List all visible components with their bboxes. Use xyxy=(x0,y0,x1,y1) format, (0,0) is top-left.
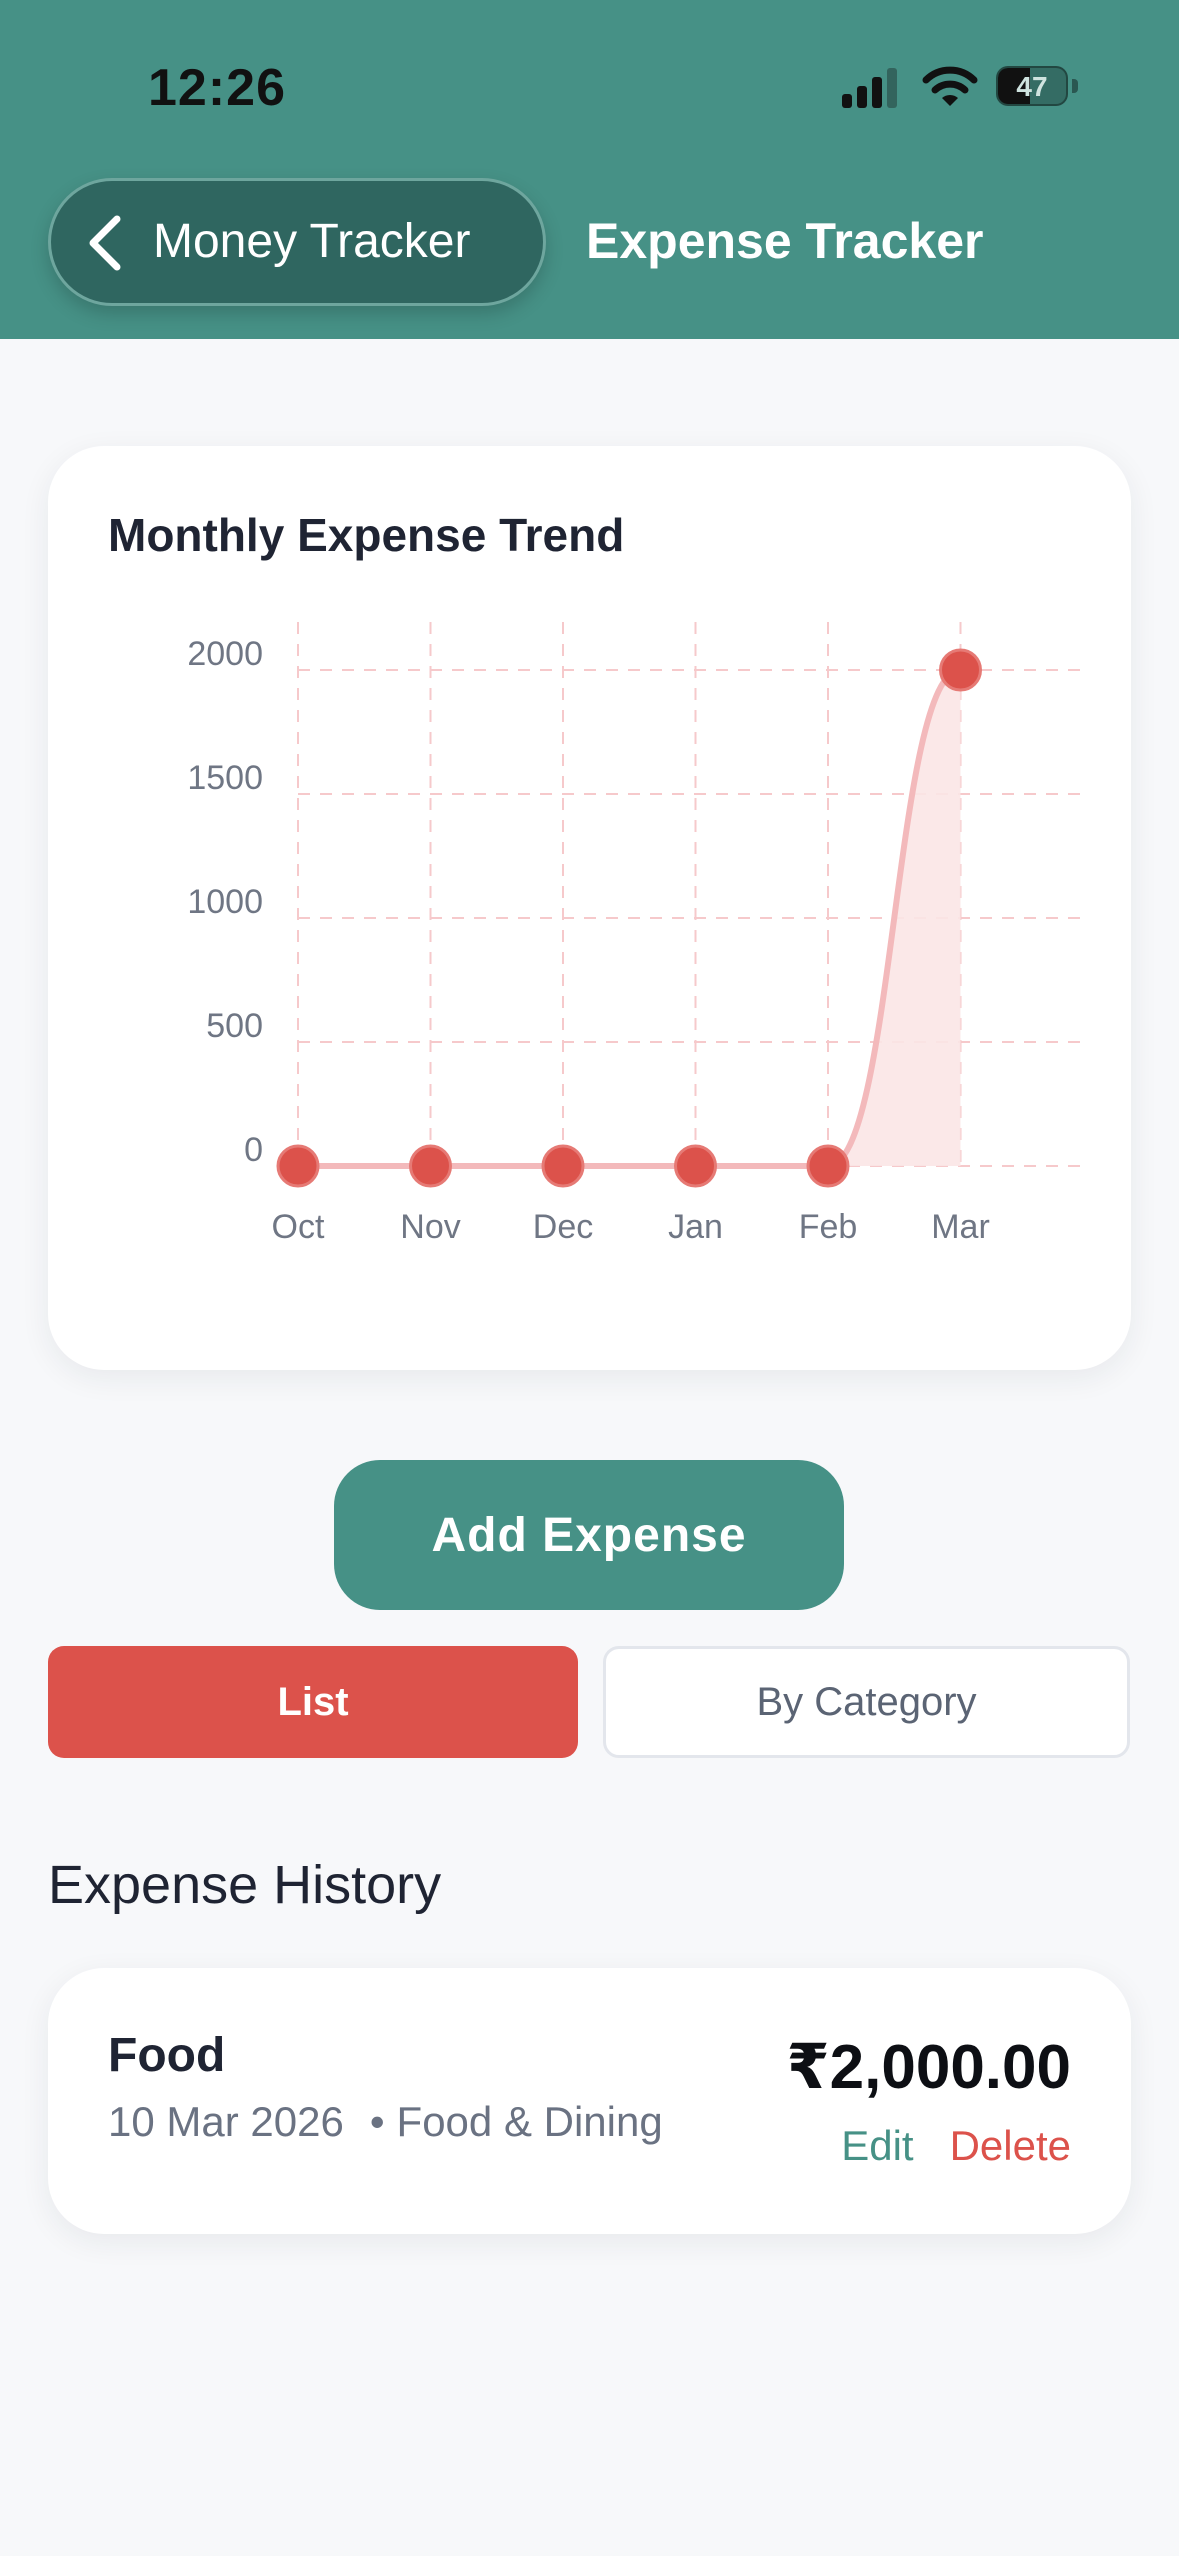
data-point-feb xyxy=(806,1144,850,1188)
expense-category: Food & Dining xyxy=(396,2098,663,2145)
expense-meta: 10 Mar 2026 • Food & Dining xyxy=(108,2098,663,2146)
status-icons: 47 xyxy=(840,64,1080,110)
data-point-dec xyxy=(541,1144,585,1188)
chart-title: Monthly Expense Trend xyxy=(108,509,625,561)
back-button[interactable]: Money Tracker xyxy=(48,178,546,306)
list-view-button[interactable]: List xyxy=(48,1646,578,1758)
meta-separator: • xyxy=(369,2098,385,2145)
expense-history-title: Expense History xyxy=(48,1855,442,1915)
page-title: Expense Tracker xyxy=(586,213,984,269)
expense-trend-chart: 0 500 1000 1500 2000 Oct Nov Dec Jan Feb Mar xyxy=(187,622,1083,1246)
battery-level: 47 xyxy=(1016,71,1048,102)
battery-icon: 47 xyxy=(996,66,1068,106)
delete-expense-link[interactable]: Delete xyxy=(949,2122,1071,2169)
expense-name: Food xyxy=(108,2029,226,2082)
x-tick-label: Jan xyxy=(668,1208,723,1246)
y-tick-label: 500 xyxy=(206,1007,263,1045)
add-expense-button[interactable]: Add Expense xyxy=(334,1460,844,1610)
by-category-button[interactable]: By Category xyxy=(603,1646,1130,1758)
x-tick-label: Feb xyxy=(799,1208,858,1246)
battery-fill xyxy=(998,68,1030,104)
edit-expense-link[interactable]: Edit xyxy=(841,2122,914,2169)
x-tick-label: Mar xyxy=(931,1208,990,1246)
expense-date: 10 Mar 2026 xyxy=(108,2098,344,2145)
cellular-signal-icon xyxy=(842,68,897,108)
expense-actions: Edit Delete xyxy=(841,2122,1071,2170)
x-tick-label: Dec xyxy=(533,1208,593,1246)
y-tick-label: 1500 xyxy=(187,759,263,797)
y-tick-label: 0 xyxy=(244,1131,263,1169)
data-point-oct xyxy=(276,1144,320,1188)
expense-item: Food 10 Mar 2026 • Food & Dining ₹2,000.00… xyxy=(48,1968,1131,2234)
y-tick-label: 2000 xyxy=(187,635,263,673)
wifi-icon xyxy=(922,66,978,106)
chevron-left-icon xyxy=(89,215,121,271)
data-point-nov xyxy=(409,1144,452,1188)
x-tick-label: Oct xyxy=(272,1208,325,1246)
app-header: 12:26 47 Money Tracker Expense Tracker xyxy=(0,0,1179,339)
expense-amount: ₹2,000.00 xyxy=(786,2033,1071,2102)
area-fill xyxy=(298,670,961,1166)
status-time: 12:26 xyxy=(148,59,286,117)
chart-card: Monthly Expense Trend 0 500 1000 1500 2000 Oc… xyxy=(48,446,1131,1370)
battery-nub xyxy=(1072,79,1078,93)
data-point-jan xyxy=(674,1144,717,1188)
data-point-mar xyxy=(939,648,982,692)
y-tick-label: 1000 xyxy=(187,883,263,921)
x-tick-label: Nov xyxy=(400,1208,460,1246)
back-button-label: Money Tracker xyxy=(153,215,471,268)
